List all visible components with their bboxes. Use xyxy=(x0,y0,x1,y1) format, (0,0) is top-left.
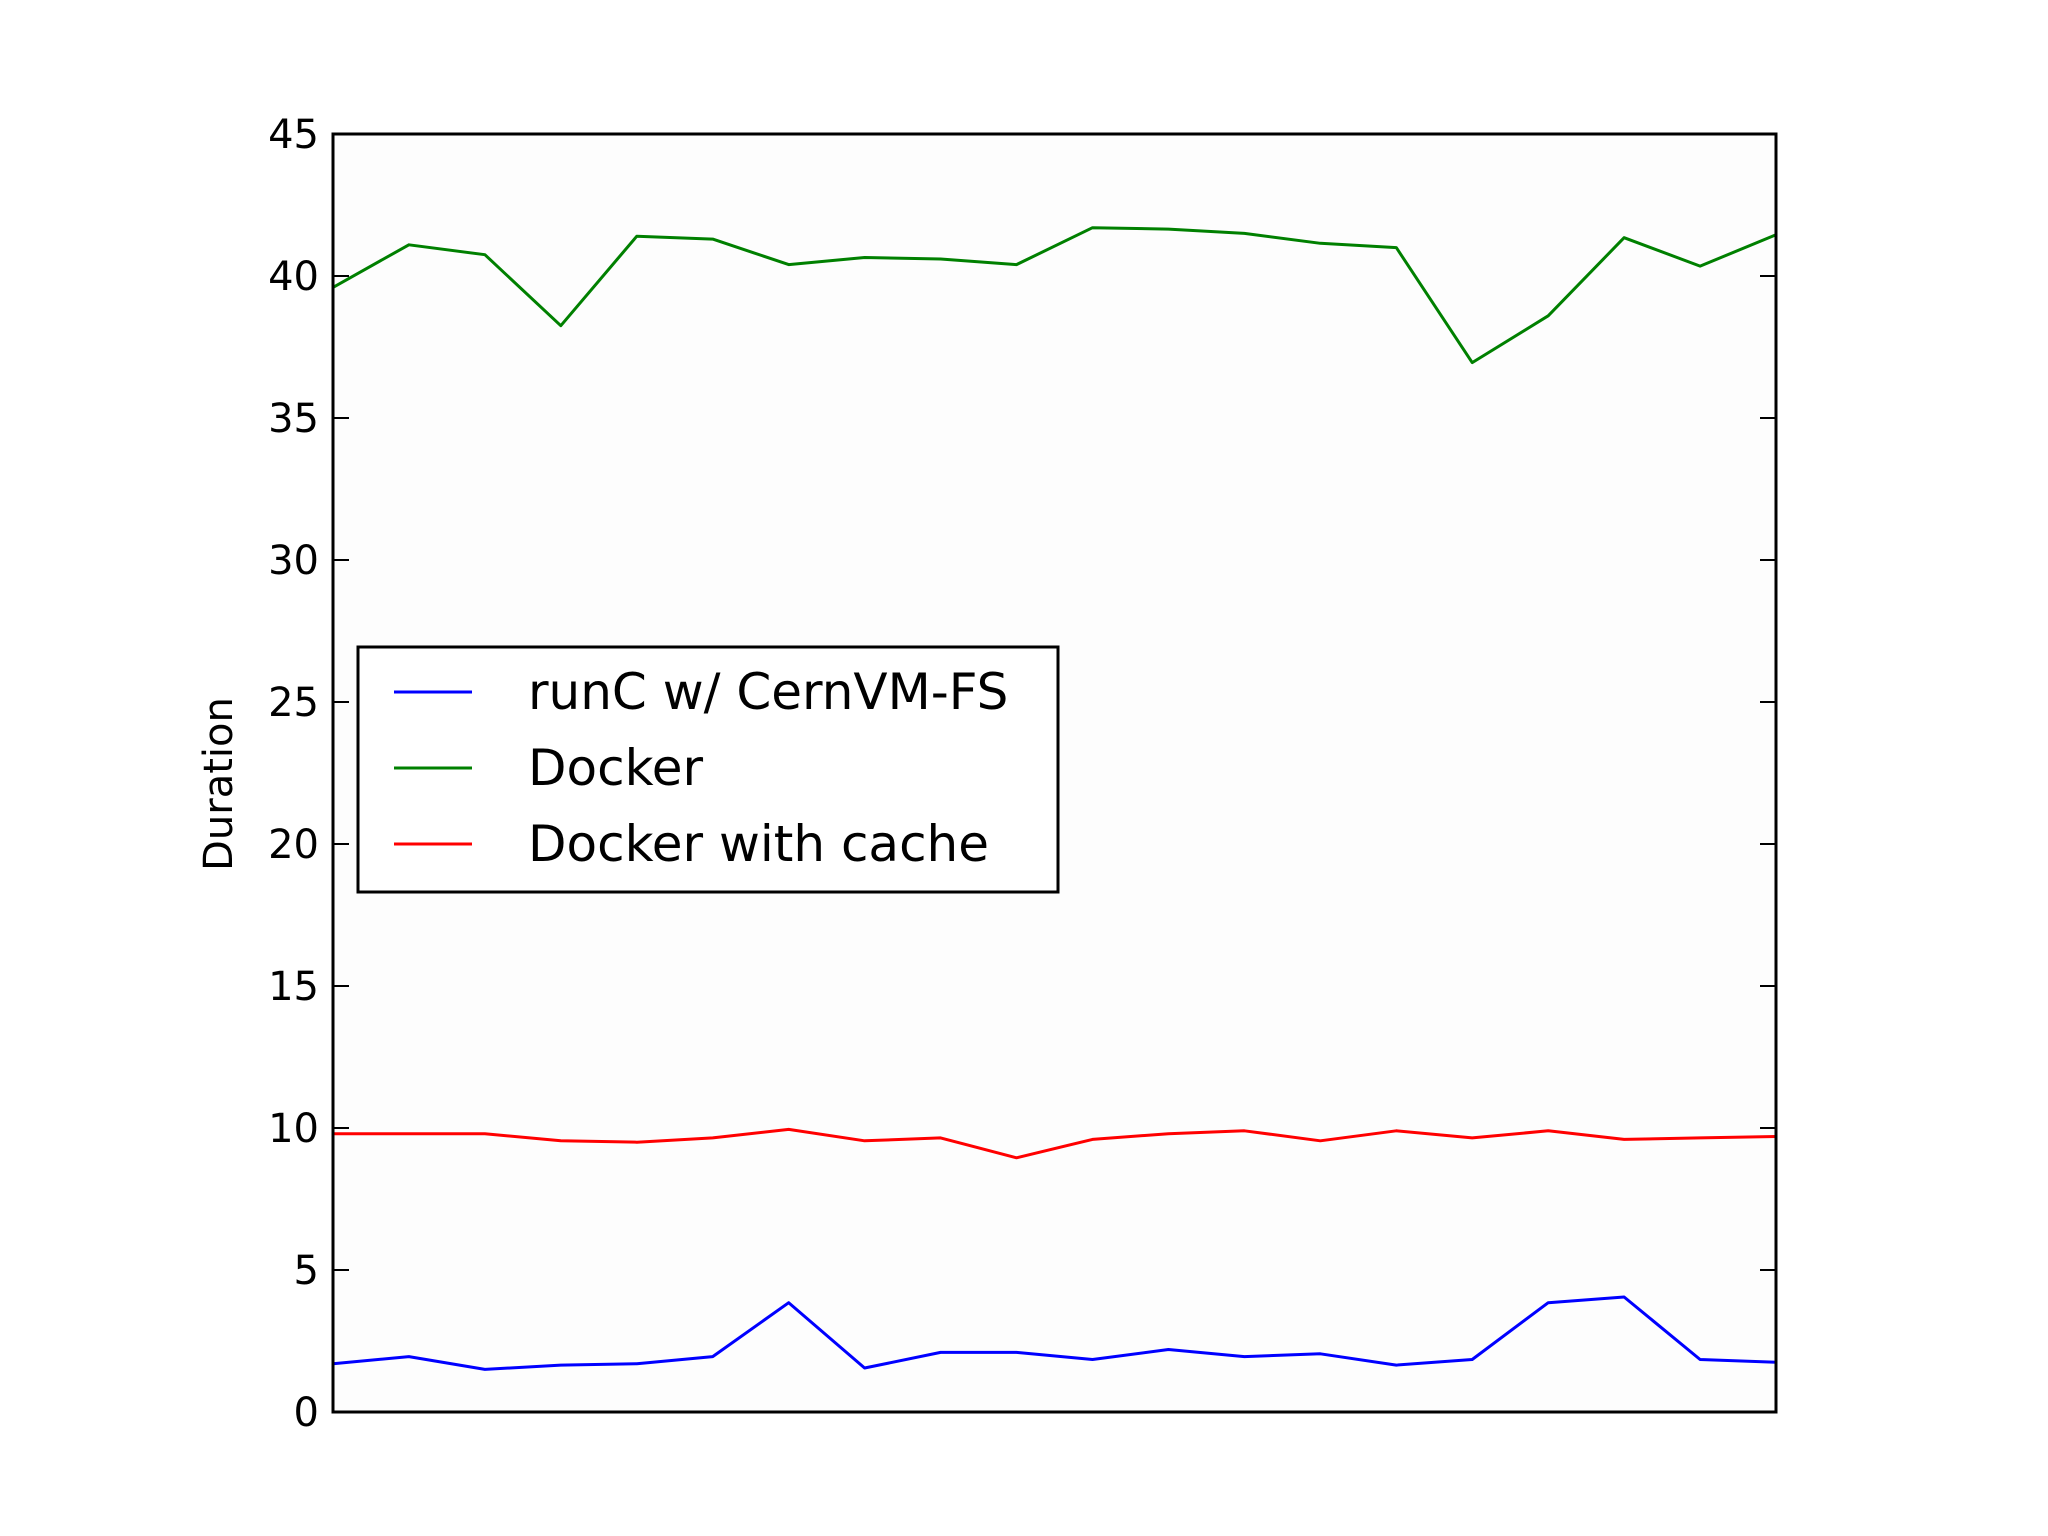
y-tick-label: 30 xyxy=(268,538,319,584)
legend-box xyxy=(356,645,1060,894)
legend: runC w/ CernVM-FS Docker Docker with cache xyxy=(356,645,1060,894)
legend-label: Docker with cache xyxy=(528,815,989,873)
y-tick-label: 45 xyxy=(268,112,319,158)
y-tick-label: 35 xyxy=(268,396,319,442)
y-tick-label: 0 xyxy=(294,1390,319,1436)
legend-label: Docker xyxy=(528,739,704,797)
series-line-1 xyxy=(332,1295,1777,1371)
ticks-layer: 0 5 10 15 20 25 30 35 40 45 xyxy=(268,112,1776,1436)
plot-frame xyxy=(331,132,1778,1414)
series-line-3 xyxy=(333,1127,1777,1160)
y-tick-label: 5 xyxy=(294,1248,319,1294)
series-line-2 xyxy=(332,226,1777,365)
y-tick-label: 20 xyxy=(268,822,319,868)
y-axis-label: Duration xyxy=(196,697,242,871)
y-tick-label: 25 xyxy=(268,680,319,726)
y-tick-label: 15 xyxy=(268,964,319,1010)
legend-label: runC w/ CernVM-FS xyxy=(528,663,1008,721)
series-layer xyxy=(332,226,1777,1371)
y-tick-label: 40 xyxy=(268,254,319,300)
y-tick-label: 10 xyxy=(268,1106,319,1152)
